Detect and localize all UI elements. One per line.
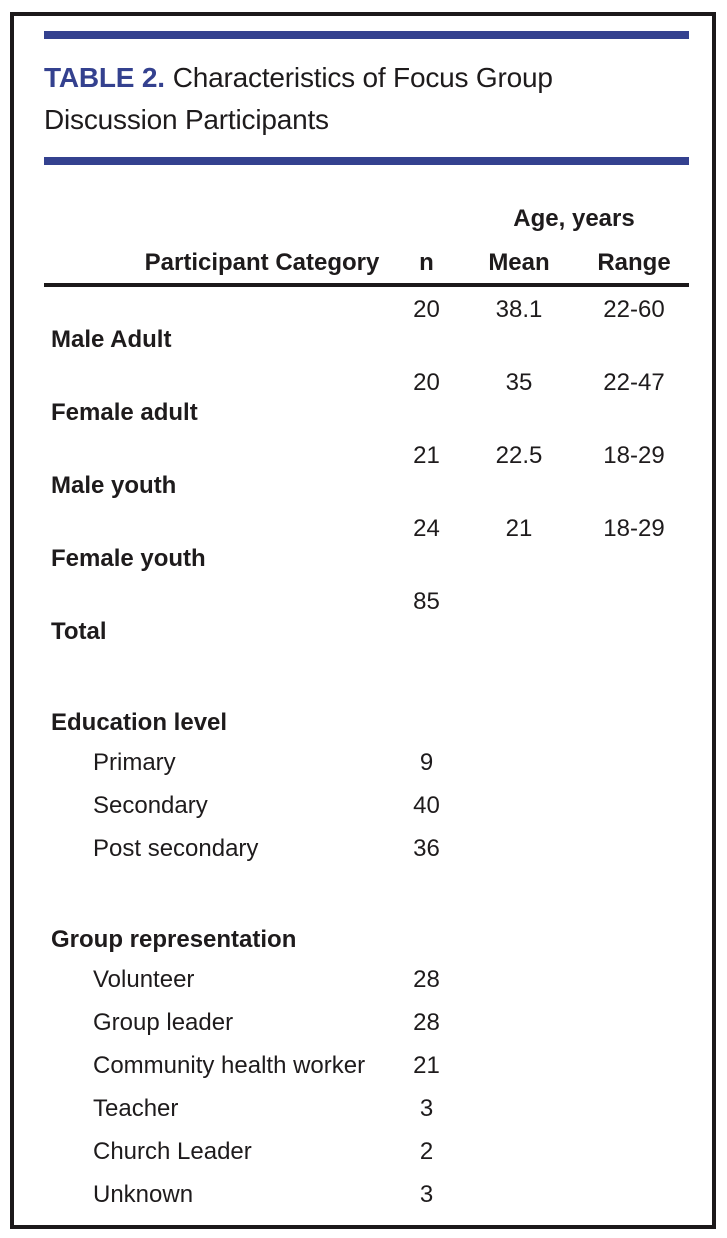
row-values: 85 bbox=[44, 588, 689, 616]
spanner-row: Age, years bbox=[44, 205, 689, 233]
table-row: Group leader 28 bbox=[44, 1009, 689, 1052]
table-title: TABLE 2. Characteristics of Focus Group D… bbox=[44, 57, 644, 141]
row-label: Volunteer bbox=[93, 966, 195, 993]
table-frame: TABLE 2. Characteristics of Focus Group D… bbox=[10, 12, 716, 1229]
age-years-spanner: Age, years bbox=[513, 205, 635, 232]
table-title-text: Characteristics of Focus Group Discussio… bbox=[44, 62, 553, 135]
section-rows: Volunteer 28 Group leader 28 Community h… bbox=[44, 966, 689, 1224]
mean-value: 38.1 bbox=[495, 296, 543, 323]
participants-table: Age, years Participant Category n Mean R… bbox=[44, 205, 689, 1224]
n-value: 20 bbox=[413, 369, 440, 396]
mean-value: 21 bbox=[505, 515, 533, 542]
table-row: Secondary 40 bbox=[44, 792, 689, 835]
category-label: Female adult bbox=[51, 399, 198, 426]
participant-rows: 20 38.1 22-60 Male Adult 20 35 22-47 Fem… bbox=[44, 287, 689, 661]
col-header-n: n bbox=[419, 249, 434, 276]
row-values: 20 35 22-47 bbox=[44, 369, 689, 397]
table-row: Primary 9 bbox=[44, 749, 689, 792]
col-header-range: Range bbox=[597, 249, 671, 276]
row-label: Post secondary bbox=[93, 835, 259, 862]
table-row: Unknown 3 bbox=[44, 1181, 689, 1224]
section-title: Education level bbox=[51, 709, 228, 736]
n-value: 28 bbox=[413, 966, 440, 993]
header-separator-rule bbox=[44, 283, 689, 287]
n-value: 24 bbox=[413, 515, 440, 542]
n-value: 2 bbox=[419, 1138, 434, 1165]
mean-value: 22.5 bbox=[495, 442, 543, 469]
range-value: 18-29 bbox=[603, 515, 665, 542]
category-label: Male Adult bbox=[51, 326, 172, 353]
n-value: 28 bbox=[413, 1009, 440, 1036]
table-row: Teacher 3 bbox=[44, 1095, 689, 1138]
range-value: 22-60 bbox=[603, 296, 665, 323]
participant-row-male-adult: 20 38.1 22-60 Male Adult bbox=[44, 296, 689, 369]
top-accent-rule bbox=[44, 31, 689, 39]
column-header-row: Participant Category n Mean Range bbox=[44, 249, 689, 277]
row-values: 20 38.1 22-60 bbox=[44, 296, 689, 324]
table-row: Post secondary 36 bbox=[44, 835, 689, 878]
table-row: Volunteer 28 bbox=[44, 966, 689, 1009]
n-value: 3 bbox=[419, 1181, 434, 1208]
n-value: 36 bbox=[413, 835, 440, 862]
row-values: 21 22.5 18-29 bbox=[44, 442, 689, 470]
row-label: Church Leader bbox=[93, 1138, 252, 1165]
n-value: 21 bbox=[413, 1052, 440, 1079]
row-label: Group leader bbox=[93, 1009, 234, 1036]
n-value: 20 bbox=[413, 296, 440, 323]
category-label: Female youth bbox=[51, 545, 206, 572]
row-label: Teacher bbox=[93, 1095, 179, 1122]
col-header-mean: Mean bbox=[488, 249, 550, 276]
n-value: 85 bbox=[413, 588, 440, 615]
section-group-representation: Group representation Volunteer 28 Group … bbox=[44, 926, 689, 1224]
participant-row-female-adult: 20 35 22-47 Female adult bbox=[44, 369, 689, 442]
participant-row-male-youth: 21 22.5 18-29 Male youth bbox=[44, 442, 689, 515]
table-row: Community health worker 21 bbox=[44, 1052, 689, 1095]
n-value: 9 bbox=[419, 749, 434, 776]
range-value: 18-29 bbox=[603, 442, 665, 469]
n-value: 21 bbox=[413, 442, 440, 469]
col-header-participant-category: Participant Category bbox=[144, 249, 380, 276]
row-label: Unknown bbox=[93, 1181, 194, 1208]
row-values: 24 21 18-29 bbox=[44, 515, 689, 543]
row-label: Community health worker bbox=[93, 1052, 366, 1079]
n-value: 3 bbox=[419, 1095, 434, 1122]
participant-row-total: 85 Total bbox=[44, 588, 689, 661]
section-rows: Primary 9 Secondary 40 Post secondary 36 bbox=[44, 749, 689, 878]
mean-value: 35 bbox=[505, 369, 533, 396]
category-label: Total bbox=[51, 618, 107, 645]
n-value: 40 bbox=[413, 792, 440, 819]
table-number-label: TABLE 2. bbox=[44, 62, 165, 93]
section-title: Group representation bbox=[51, 926, 297, 953]
row-label: Primary bbox=[93, 749, 176, 776]
title-bottom-accent-rule bbox=[44, 157, 689, 165]
row-label: Secondary bbox=[93, 792, 208, 819]
participant-row-female-youth: 24 21 18-29 Female youth bbox=[44, 515, 689, 588]
category-label: Male youth bbox=[51, 472, 177, 499]
section-education-level: Education level Primary 9 Secondary 40 P… bbox=[44, 709, 689, 878]
range-value: 22-47 bbox=[603, 369, 665, 396]
table-row: Church Leader 2 bbox=[44, 1138, 689, 1181]
